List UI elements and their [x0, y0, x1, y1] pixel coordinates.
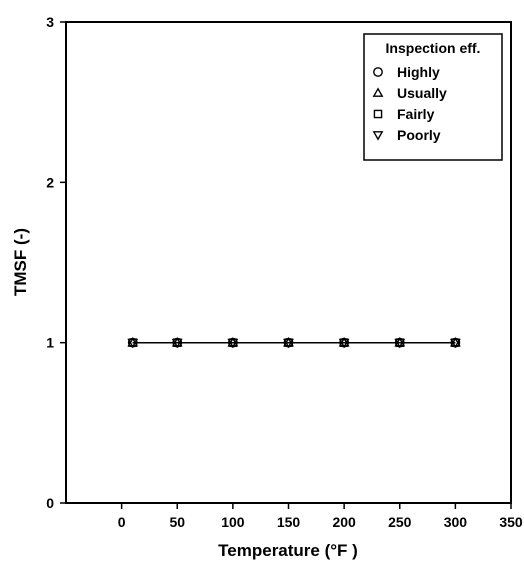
data-point-poorly [338, 338, 350, 349]
legend-items: Highly Usually Fairly Poorly [372, 64, 447, 143]
x-tick-label: 100 [221, 514, 245, 530]
legend-marker-usually [372, 87, 384, 97]
legend-marker-fairly [373, 109, 383, 119]
legend: Inspection eff. Highly Usually Fairly Poorl… [363, 33, 503, 161]
x-tick-label: 200 [332, 514, 356, 530]
legend-box [363, 33, 503, 161]
legend-label-poorly: Poorly [397, 127, 441, 143]
x-axis-title: Temperature (°F ) [218, 541, 358, 560]
x-tick-label: 250 [388, 514, 412, 530]
data-point-poorly [127, 338, 139, 349]
axis-ticks: 0 50 100 150 200 250 300 350 0 1 2 3 [46, 14, 523, 530]
data-point-poorly [283, 338, 294, 349]
y-tick-label: 1 [46, 335, 54, 351]
series-poorly [127, 338, 461, 349]
legend-marker-poorly [372, 131, 384, 141]
series-layer [127, 337, 461, 349]
legend-label-highly: Highly [397, 64, 440, 80]
y-tick-label: 3 [46, 14, 54, 30]
x-tick-label: 150 [277, 514, 301, 530]
x-tick-label: 0 [118, 514, 126, 530]
legend-title: Inspection eff. [386, 40, 481, 56]
x-tick-label: 350 [499, 514, 523, 530]
legend-marker-highly [373, 67, 383, 77]
data-point-poorly [449, 338, 461, 349]
legend-label-usually: Usually [397, 85, 447, 101]
y-tick-label: 2 [46, 174, 54, 190]
y-axis-title: TMSF (-) [11, 228, 30, 296]
data-point-poorly [227, 338, 239, 349]
x-tick-label: 300 [444, 514, 468, 530]
data-point-poorly [394, 338, 406, 349]
data-point-poorly [171, 338, 183, 349]
x-tick-label: 50 [169, 514, 185, 530]
legend-label-fairly: Fairly [397, 106, 435, 122]
y-tick-label: 0 [46, 495, 54, 511]
